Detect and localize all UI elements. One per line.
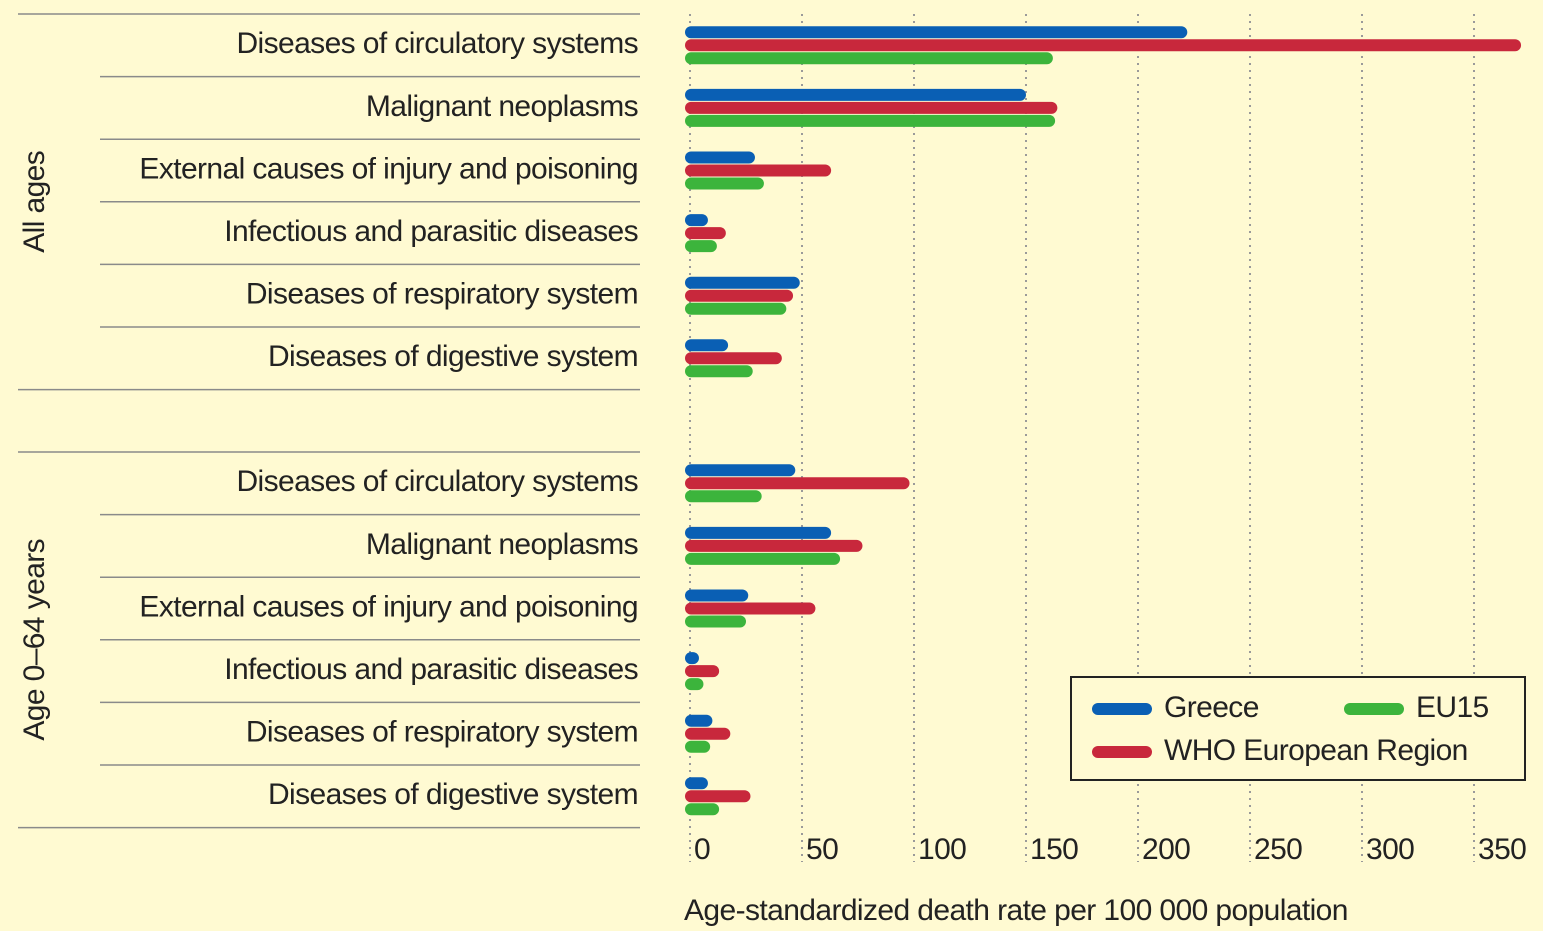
legend: Greece WHO European Region EU15	[1070, 676, 1526, 781]
bar	[685, 289, 794, 302]
category-label: Diseases of circulatory systems	[236, 27, 638, 60]
bar	[685, 665, 720, 678]
bar	[685, 114, 1056, 127]
bar	[685, 227, 726, 240]
category-label: Diseases of digestive system	[268, 778, 638, 811]
group-label: Age 0–64 years	[18, 539, 51, 741]
category-label: External causes of injury and poisoning	[139, 590, 638, 623]
bar	[685, 740, 711, 753]
bar	[685, 615, 746, 628]
bar	[685, 26, 1188, 39]
bar	[685, 678, 704, 691]
bar	[685, 790, 751, 803]
x-tick-label: 250	[1254, 833, 1302, 866]
x-tick-label: 50	[806, 833, 838, 866]
bar	[685, 589, 749, 602]
legend-swatch	[1092, 746, 1152, 758]
bar	[685, 777, 708, 790]
category-label: Infectious and parasitic diseases	[224, 653, 638, 686]
x-tick-label: 100	[918, 833, 966, 866]
bar	[685, 539, 863, 552]
legend-swatch	[1092, 703, 1152, 715]
bar	[685, 164, 832, 177]
legend-swatch	[1344, 703, 1404, 715]
bar	[685, 352, 782, 365]
bar	[685, 302, 787, 315]
bar	[685, 652, 699, 665]
x-tick-label: 150	[1030, 833, 1078, 866]
bar	[685, 526, 832, 539]
legend-label: EU15	[1416, 691, 1489, 724]
bar	[685, 151, 755, 164]
category-label: Diseases of respiratory system	[246, 716, 638, 749]
bar	[685, 803, 720, 816]
legend-label: WHO European Region	[1164, 734, 1468, 767]
x-tick-label: 350	[1478, 833, 1526, 866]
category-label: Infectious and parasitic diseases	[224, 215, 638, 248]
bar	[685, 52, 1053, 65]
bar	[685, 276, 800, 289]
bar	[685, 464, 796, 477]
category-label: Diseases of digestive system	[268, 340, 638, 373]
bar	[685, 88, 1026, 101]
x-tick-label: 200	[1142, 833, 1190, 866]
bar	[685, 101, 1058, 114]
bar	[685, 552, 841, 565]
category-label: Diseases of respiratory system	[246, 278, 638, 311]
bar	[685, 490, 762, 503]
bar	[685, 714, 713, 727]
x-axis-label: Age-standardized death rate per 100 000 …	[684, 894, 1348, 927]
category-label: Malignant neoplasms	[366, 90, 638, 123]
bar	[685, 177, 764, 190]
category-label: Malignant neoplasms	[366, 528, 638, 561]
bar	[685, 727, 731, 740]
bar	[685, 365, 753, 378]
bar	[685, 477, 910, 490]
bar	[685, 602, 816, 615]
bar	[685, 240, 717, 253]
category-label: External causes of injury and poisoning	[139, 152, 638, 185]
bar	[685, 214, 708, 227]
x-tick-label: 0	[694, 833, 710, 866]
category-label: Diseases of circulatory systems	[236, 465, 638, 498]
legend-label: Greece	[1164, 691, 1259, 724]
bar	[685, 39, 1522, 52]
bar	[685, 339, 729, 352]
x-tick-label: 300	[1366, 833, 1414, 866]
group-label: All ages	[18, 151, 51, 253]
legend-box	[1070, 676, 1526, 781]
